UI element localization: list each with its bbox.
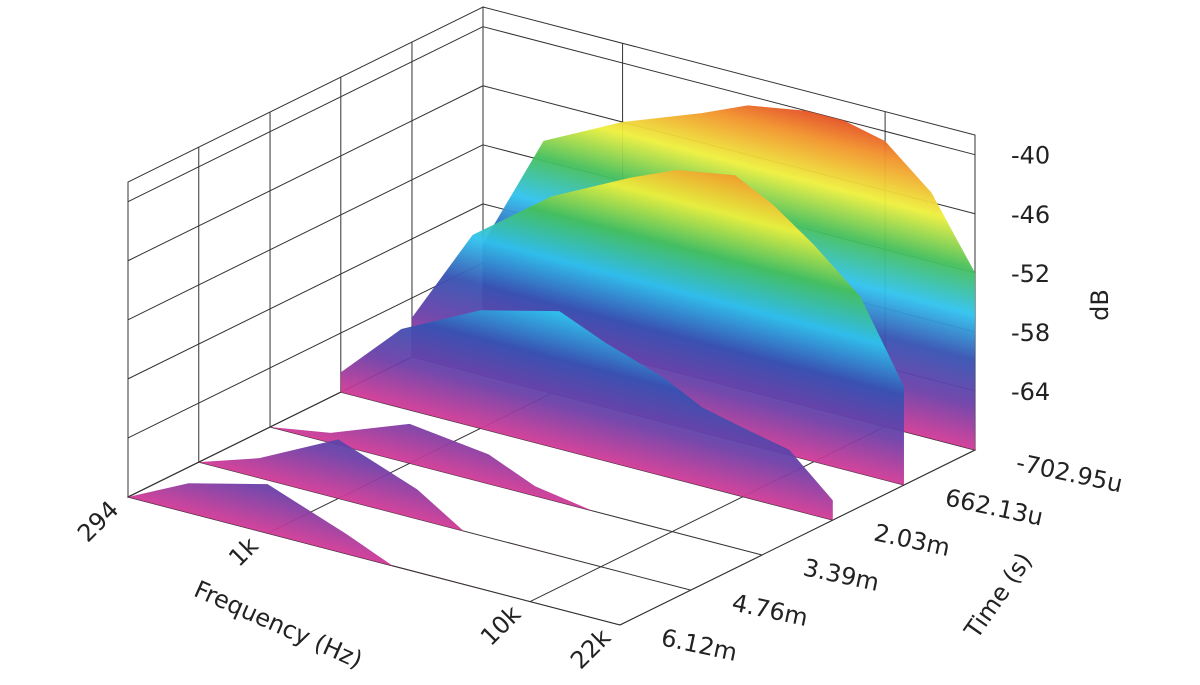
x-tick-label: 294 (72, 495, 124, 547)
y-axis-title: Time (s) (958, 547, 1037, 644)
grid-line (482, 26, 976, 156)
slice (270, 423, 763, 555)
grid-line (127, 26, 484, 203)
y-tick-label: -702.95u (1014, 448, 1125, 498)
surface-slice (198, 439, 691, 591)
y-tick-label: 2.03m (872, 519, 953, 562)
slice (411, 170, 904, 486)
z-axis-title: dB (1086, 289, 1114, 321)
surface-slice (128, 483, 620, 625)
surface-slice (340, 310, 833, 521)
surface-slice (270, 423, 763, 555)
surface-slice (411, 170, 904, 486)
x-tick-label: 22k (565, 623, 616, 674)
grid-line (127, 144, 484, 321)
grid-line (619, 449, 976, 626)
z-tick-label: -46 (1011, 201, 1050, 229)
x-tick-label: 10k (475, 600, 526, 651)
y-tick-label: 662.13u (943, 483, 1046, 531)
y-tick-label: 4.76m (730, 589, 811, 632)
grid-line (127, 203, 484, 380)
z-tick-label: -58 (1011, 319, 1050, 347)
x-tick-label: 1k (223, 532, 263, 572)
y-tick-label: 6.12m (659, 623, 740, 666)
grid-line (127, 262, 484, 439)
grid-line (127, 85, 484, 262)
side-wall (127, 6, 484, 498)
slice (128, 483, 620, 625)
slice (340, 310, 833, 521)
y-tick-label: 3.39m (801, 553, 882, 596)
grid-line (198, 461, 691, 591)
x-axis-title: Frequency (Hz) (190, 575, 367, 674)
z-tick-label: -40 (1011, 142, 1050, 170)
slice (198, 439, 691, 591)
z-tick-label: -52 (1011, 260, 1050, 288)
z-tick-label: -64 (1011, 378, 1050, 406)
